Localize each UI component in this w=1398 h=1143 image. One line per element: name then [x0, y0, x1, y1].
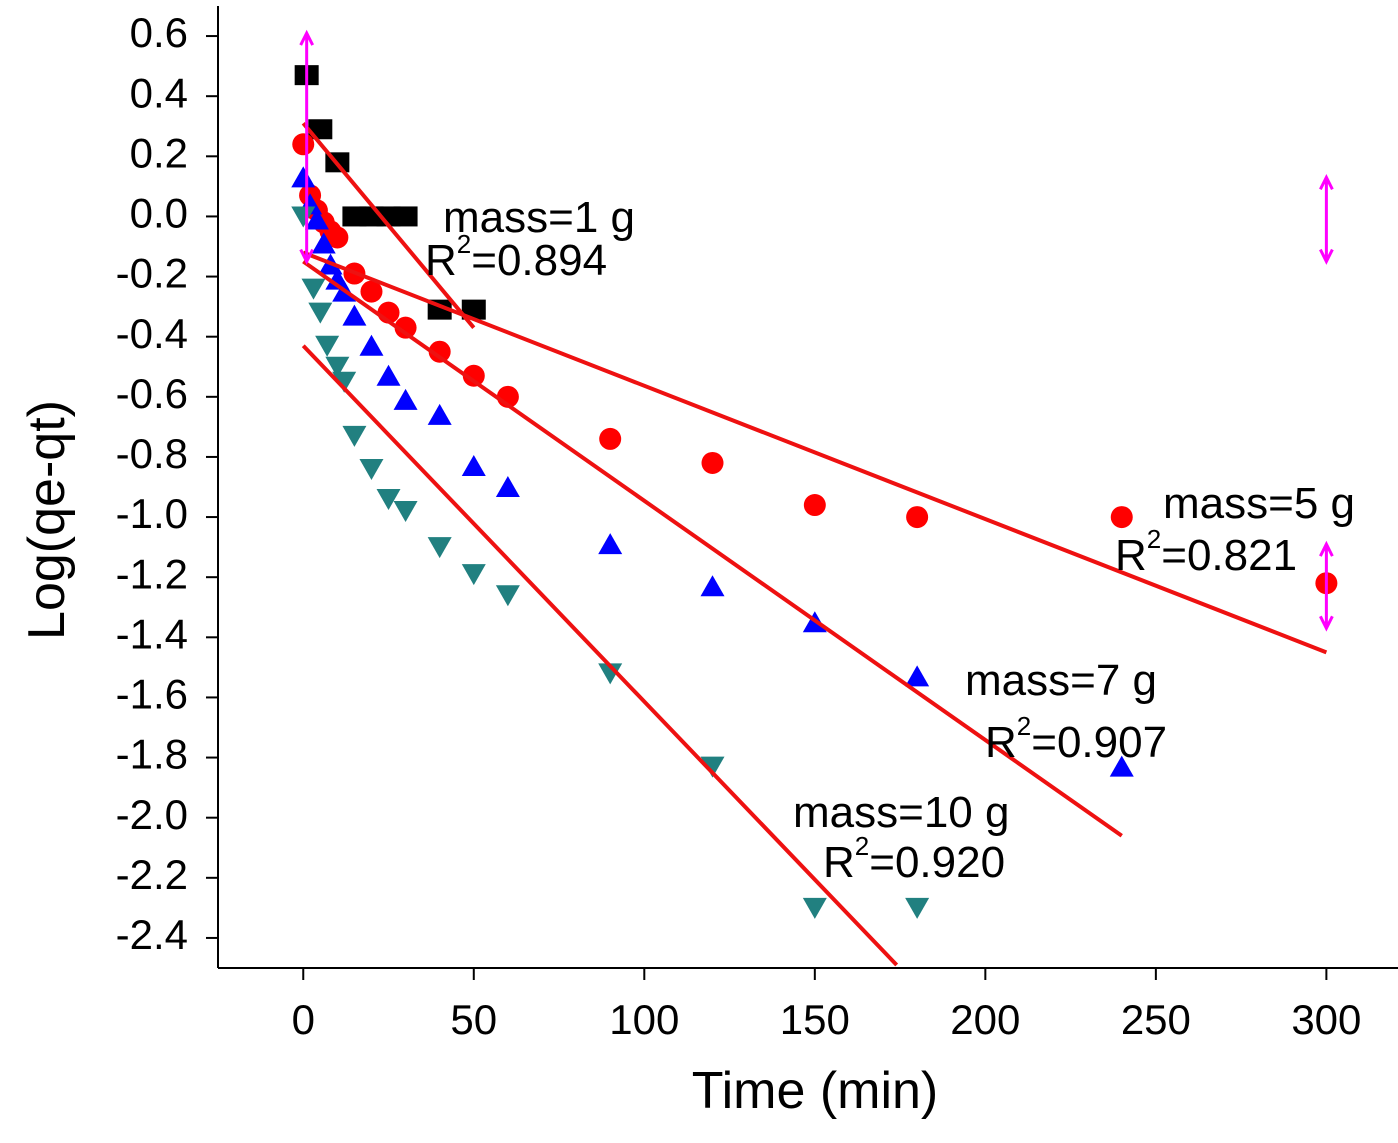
- data-point: [598, 533, 623, 555]
- r2-value: =0.920: [869, 838, 1005, 887]
- data-point: [393, 388, 418, 410]
- error-bar: [1319, 540, 1334, 632]
- data-point: [1110, 506, 1133, 529]
- data-point: [393, 501, 418, 523]
- data-point: [332, 371, 357, 393]
- r2-sup: 2: [457, 229, 471, 259]
- x-tick-label: 300: [1291, 996, 1361, 1043]
- x-tick-label: 100: [609, 996, 679, 1043]
- data-point: [802, 897, 827, 919]
- error-bar: [1319, 174, 1334, 265]
- y-tick-label: -0.6: [116, 370, 188, 417]
- data-point: [393, 206, 418, 227]
- data-point: [599, 427, 622, 450]
- y-tick-label: -2.0: [116, 791, 188, 838]
- data-point: [700, 575, 725, 597]
- data-point: [291, 166, 316, 188]
- y-tick-label: 0.2: [130, 129, 188, 176]
- data-point: [905, 897, 930, 919]
- x-tick-label: 250: [1121, 996, 1191, 1043]
- data-point: [461, 564, 486, 586]
- r2-value: =0.894: [471, 236, 607, 285]
- data-point: [906, 506, 929, 529]
- data-point: [701, 451, 724, 474]
- annotation-name: mass=10 g: [793, 788, 1009, 837]
- y-tick-label: -2.4: [116, 911, 188, 958]
- r2-value: =0.907: [1031, 718, 1167, 767]
- y-tick-label: 0.6: [130, 9, 188, 56]
- y-tick-label: 0.4: [130, 69, 188, 116]
- annotation-name: mass=1 g: [443, 193, 635, 242]
- annotation-name: mass=5 g: [1163, 479, 1355, 528]
- y-tick-label: -1.2: [116, 550, 188, 597]
- y-tick-label: -1.0: [116, 490, 188, 537]
- annotation-r2: R2=0.907: [985, 711, 1167, 767]
- x-tick-label: 200: [950, 996, 1020, 1043]
- r2-sup: 2: [1147, 524, 1161, 554]
- data-point: [905, 665, 930, 687]
- y-tick-label: -1.8: [116, 731, 188, 778]
- y-tick-label: -1.4: [116, 610, 188, 657]
- y-tick-label: -0.2: [116, 250, 188, 297]
- y-tick-label: -1.6: [116, 671, 188, 718]
- annotation-name: mass=7 g: [965, 656, 1157, 705]
- data-point: [301, 278, 326, 300]
- data-point: [311, 232, 336, 254]
- data-point: [462, 364, 485, 387]
- r2-sup: 2: [1017, 711, 1031, 741]
- data-point: [291, 206, 316, 228]
- fit-line: [301, 344, 899, 967]
- y-tick-label: -0.8: [116, 430, 188, 477]
- y-tick-label: -0.4: [116, 310, 188, 357]
- data-point: [495, 476, 520, 497]
- data-point: [428, 340, 451, 363]
- data-point: [700, 756, 725, 778]
- r2-symbol: R: [425, 236, 457, 285]
- data-point: [803, 494, 826, 517]
- data-point: [359, 458, 384, 480]
- data-point: [461, 454, 486, 476]
- fit-line: [302, 259, 1123, 838]
- data-point: [1109, 755, 1134, 777]
- annotation-r2: R2=0.821: [1115, 524, 1297, 580]
- data-point: [342, 425, 367, 447]
- r2-symbol: R: [823, 838, 855, 887]
- data-point: [304, 208, 329, 230]
- data-point: [376, 489, 401, 511]
- fit-line: [301, 121, 476, 329]
- y-tick-label: 0.0: [130, 190, 188, 237]
- error-bar: [299, 29, 315, 265]
- data-point: [495, 585, 520, 607]
- data-point: [326, 226, 349, 249]
- annotation-r2: R2=0.894: [425, 229, 607, 285]
- data-point: [325, 356, 350, 378]
- data-point: [427, 537, 452, 559]
- data-point: [292, 133, 315, 156]
- x-tick-label: 0: [292, 996, 315, 1043]
- x-axis-title: Time (min): [692, 1062, 939, 1120]
- data-point: [308, 302, 333, 324]
- r2-value: =0.821: [1161, 531, 1297, 580]
- data-point: [461, 299, 486, 320]
- data-point: [315, 335, 340, 357]
- x-tick-label: 50: [450, 996, 497, 1043]
- data-point: [360, 280, 383, 303]
- data-point: [427, 403, 452, 425]
- r2-sup: 2: [855, 831, 869, 861]
- r2-symbol: R: [1115, 531, 1147, 580]
- x-tick-label: 150: [780, 996, 850, 1043]
- fit-line: [302, 250, 1328, 655]
- data-point: [342, 304, 367, 326]
- data-point: [598, 663, 623, 685]
- data-point: [376, 364, 401, 386]
- r2-symbol: R: [985, 718, 1017, 767]
- annotation-r2: R2=0.920: [823, 831, 1005, 887]
- y-tick-label: -2.2: [116, 851, 188, 898]
- data-point: [394, 316, 417, 339]
- data-point: [359, 334, 384, 356]
- y-axis-title: Log(qe-qt): [18, 400, 76, 640]
